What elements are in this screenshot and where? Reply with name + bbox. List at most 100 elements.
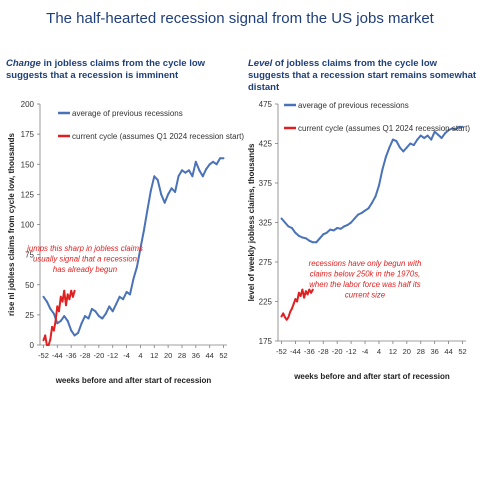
data-point: [167, 193, 170, 196]
data-point: [68, 298, 71, 301]
data-point: [395, 140, 398, 143]
data-point: [177, 175, 180, 178]
data-point: [65, 304, 67, 307]
data-point: [170, 187, 173, 190]
x-tick-label: -12: [346, 347, 357, 356]
data-point: [208, 163, 211, 166]
right-subtitle-emphasis: Level: [248, 58, 273, 69]
data-point: [122, 298, 125, 301]
x-tick-label: 4: [377, 347, 381, 356]
x-tick-label: -28: [80, 351, 91, 360]
data-point: [45, 300, 48, 303]
data-point: [303, 296, 306, 299]
data-point: [66, 319, 69, 322]
data-point: [405, 146, 408, 149]
data-point: [310, 291, 313, 294]
data-point: [136, 265, 138, 268]
data-point: [360, 212, 363, 214]
data-point: [58, 310, 60, 313]
y-tick-label: 200: [21, 100, 35, 109]
x-tick-label: 52: [219, 351, 227, 360]
data-point: [181, 169, 183, 172]
data-point: [42, 295, 45, 298]
data-point: [367, 207, 370, 210]
data-point: [284, 221, 286, 224]
data-point: [318, 237, 321, 240]
data-point: [294, 298, 297, 301]
data-point: [391, 138, 394, 141]
data-point: [447, 129, 450, 132]
data-point: [49, 307, 52, 310]
data-point: [163, 201, 166, 204]
data-point: [388, 146, 391, 149]
data-point: [280, 217, 283, 220]
x-tick-label: -12: [107, 351, 118, 360]
data-point: [174, 191, 177, 193]
y-tick-label: 0: [30, 341, 35, 350]
data-point: [433, 130, 436, 133]
page-title: The half-hearted recession signal from t…: [46, 10, 434, 27]
legend-entry: current cycle (assumes Q1 2024 recession…: [72, 132, 244, 141]
data-point: [97, 315, 100, 318]
data-point: [59, 295, 62, 298]
y-tick-label: 75: [25, 251, 34, 260]
data-point: [115, 303, 118, 305]
data-point: [437, 133, 440, 136]
data-point: [184, 171, 187, 174]
chart-annotation: recessions have only begun with claims be…: [309, 259, 422, 300]
data-point: [308, 288, 311, 291]
right-chart-subtitle: Level of jobless claims from the cycle l…: [248, 58, 478, 94]
data-point: [52, 312, 55, 315]
x-tick-label: 36: [430, 347, 438, 356]
data-point: [378, 184, 380, 187]
data-point: [325, 231, 328, 234]
data-point: [222, 157, 225, 160]
x-tick-label: 28: [178, 351, 186, 360]
data-point: [71, 295, 74, 298]
data-point: [451, 127, 454, 130]
data-point: [315, 241, 318, 244]
data-point: [194, 160, 197, 163]
data-point: [308, 239, 311, 242]
data-point: [56, 305, 59, 308]
data-point: [70, 289, 73, 292]
data-point: [301, 288, 304, 291]
legend-entry: average of previous recessions: [72, 109, 183, 118]
data-point: [63, 315, 66, 318]
series-line-average: [280, 125, 463, 244]
data-point: [47, 344, 50, 346]
x-tick-label: 4: [138, 351, 142, 360]
x-tick-label: 20: [403, 347, 411, 356]
data-point: [66, 293, 69, 296]
data-point: [44, 334, 47, 337]
x-tick-label: 12: [389, 347, 397, 356]
data-point: [156, 178, 159, 181]
chart-annotation: jumps this sharp in jobless claims usuall…: [26, 244, 143, 274]
data-point: [52, 329, 55, 332]
data-point: [426, 134, 429, 137]
data-point: [458, 125, 460, 128]
y-tick-label: 100: [21, 221, 35, 230]
data-point: [153, 175, 156, 178]
x-tick-label: -52: [276, 347, 287, 356]
data-point: [132, 277, 135, 280]
data-point: [430, 138, 433, 141]
data-point: [125, 291, 128, 293]
data-point: [357, 213, 360, 216]
data-point: [51, 325, 54, 328]
data-point: [304, 237, 307, 240]
data-point: [289, 310, 292, 313]
x-tick-label: -36: [66, 351, 77, 360]
x-tick-label: -44: [290, 347, 301, 356]
data-point: [290, 227, 293, 229]
x-tick-label: -20: [93, 351, 104, 360]
x-axis-title: weeks before and after start of recessio…: [293, 372, 450, 381]
data-point: [70, 329, 73, 332]
data-point: [104, 312, 107, 315]
data-point: [219, 157, 222, 160]
x-axis-title: weeks before and after start of recessio…: [55, 376, 212, 385]
x-tick-label: 28: [417, 347, 425, 356]
data-point: [282, 312, 285, 315]
